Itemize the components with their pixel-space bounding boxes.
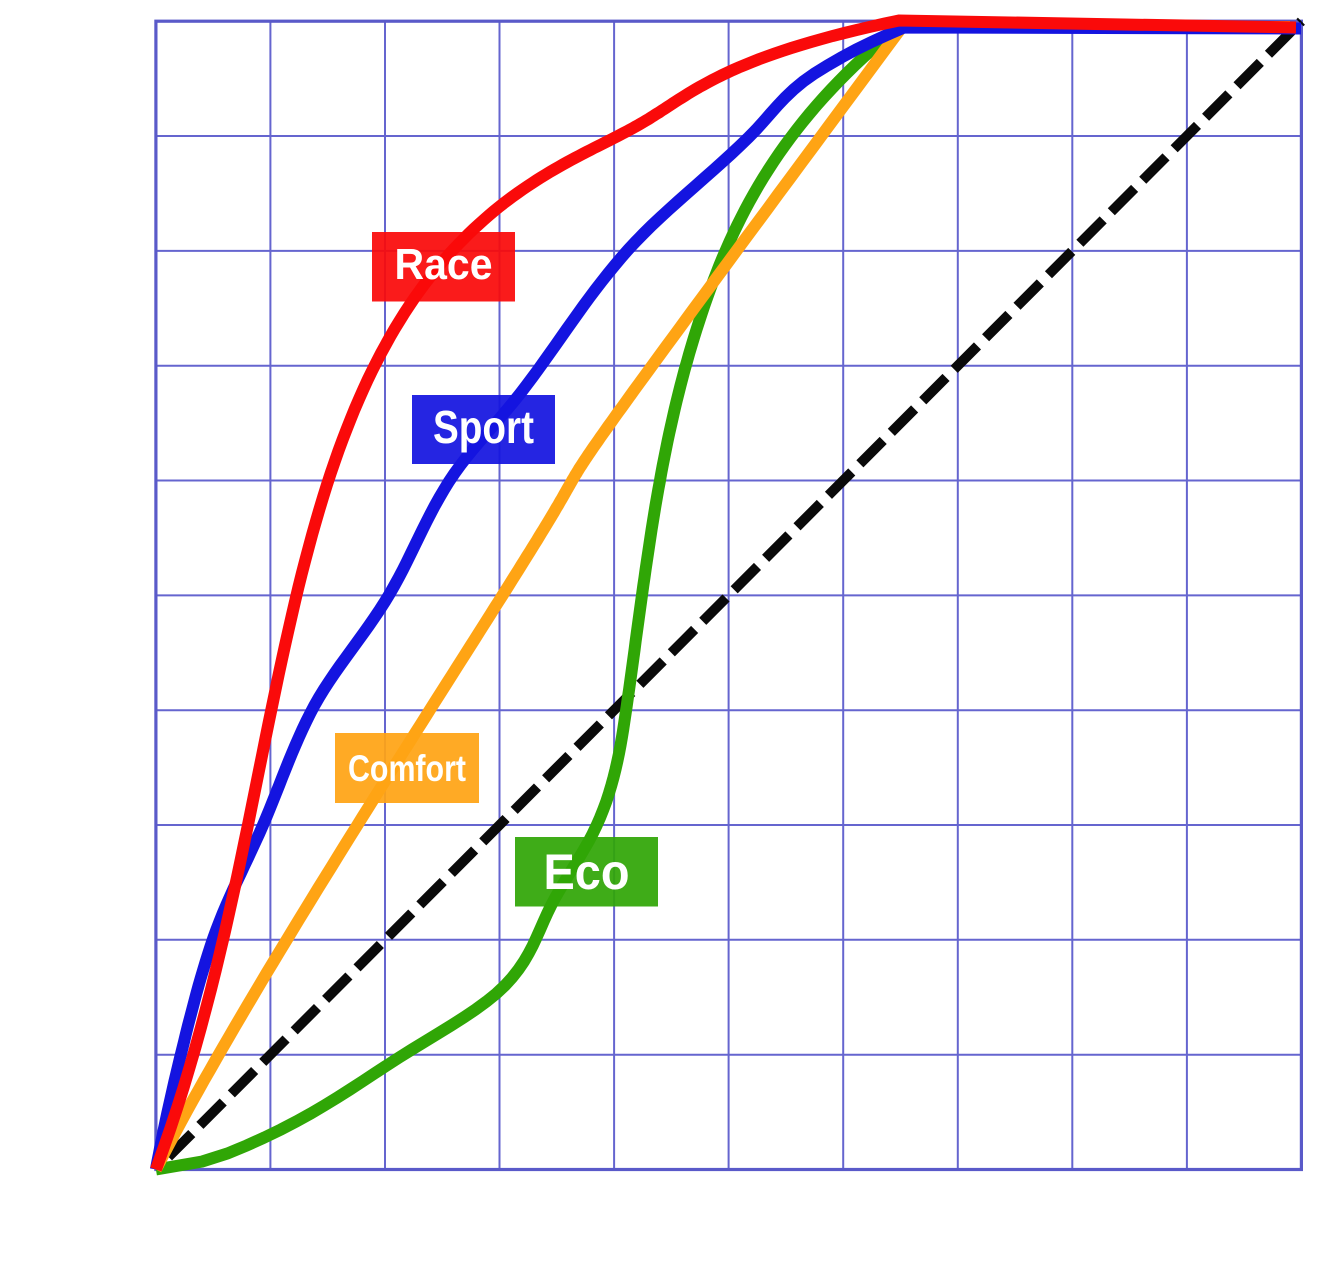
svg-text:Race: Race xyxy=(395,240,493,289)
svg-text:Comfort: Comfort xyxy=(348,748,466,789)
svg-text:Sport: Sport xyxy=(433,401,534,453)
svg-text:Eco: Eco xyxy=(544,844,630,900)
